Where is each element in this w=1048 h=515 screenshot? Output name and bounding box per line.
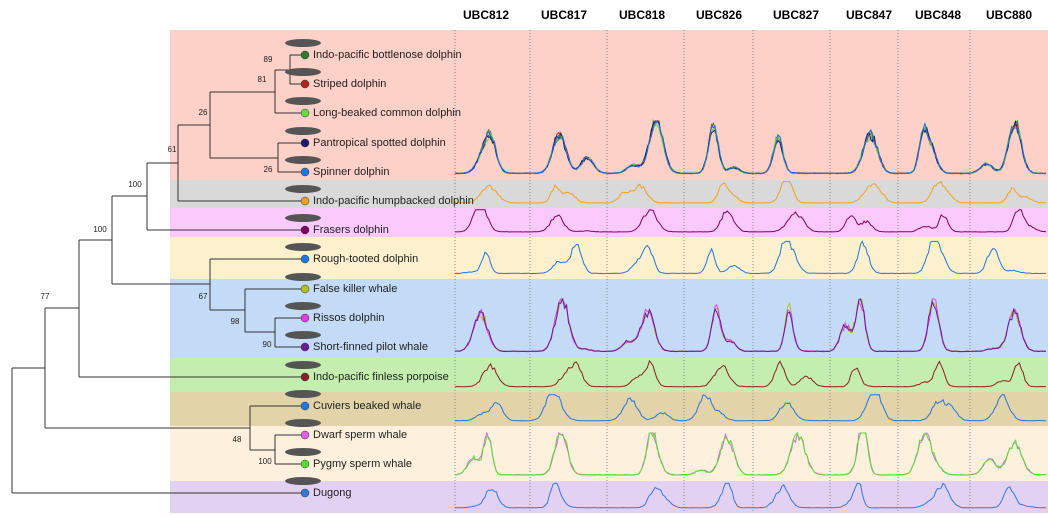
bootstrap-value: 98 <box>231 317 240 326</box>
taxon-dot <box>301 285 309 293</box>
animal-icon <box>285 448 321 456</box>
taxon-dot <box>301 489 309 497</box>
taxon-dot <box>301 373 309 381</box>
animal-icon <box>285 156 321 164</box>
taxon-dot <box>301 343 309 351</box>
taxon-dot <box>301 226 309 234</box>
taxon-label: Rissos dolphin <box>313 312 385 324</box>
bootstrap-value: 100 <box>93 225 107 234</box>
bootstrap-value: 61 <box>168 145 177 154</box>
taxon-label: Indo-pacific humpbacked dolphin <box>313 195 474 207</box>
band <box>170 180 1048 208</box>
taxon-label: Pantropical spotted dolphin <box>313 137 446 149</box>
column-header: UBC826 <box>696 8 742 22</box>
bootstrap-value: 26 <box>199 108 208 117</box>
column-header: UBC848 <box>915 8 961 22</box>
taxon-label: Frasers dolphin <box>313 224 389 236</box>
taxon-dot <box>301 80 309 88</box>
taxon-label: Short-finned pilot whale <box>313 341 428 353</box>
column-header: UBC847 <box>846 8 892 22</box>
animal-icon <box>285 419 321 427</box>
animal-icon <box>285 477 321 485</box>
column-header: UBC818 <box>619 8 665 22</box>
bootstrap-value: 81 <box>258 75 267 84</box>
taxon-label: Rough-tooted dolphin <box>313 253 418 265</box>
taxon-dot <box>301 197 309 205</box>
animal-icon <box>285 127 321 135</box>
taxon-label: Striped dolphin <box>313 78 386 90</box>
taxon-label: Spinner dolphin <box>313 166 389 178</box>
taxon-dot <box>301 255 309 263</box>
taxon-dot <box>301 168 309 176</box>
column-header: UBC812 <box>463 8 509 22</box>
bootstrap-value: 67 <box>199 292 208 301</box>
bootstrap-value: 90 <box>263 340 272 349</box>
taxon-dot <box>301 139 309 147</box>
animal-icon <box>285 331 321 339</box>
taxon-label: Indo-pacific bottlenose dolphin <box>313 49 462 61</box>
bootstrap-value: 26 <box>264 165 273 174</box>
taxon-label: Dwarf sperm whale <box>313 429 407 441</box>
figure: UBC812 UBC817 UBC818 UBC826 UBC827 UBC847 UBC8… <box>0 0 1048 515</box>
animal-icon <box>285 243 321 251</box>
animal-icon <box>285 214 321 222</box>
taxon-dot <box>301 431 309 439</box>
animal-icon <box>285 390 321 398</box>
taxon-dot <box>301 314 309 322</box>
animal-icon <box>285 361 321 369</box>
taxon-dot <box>301 109 309 117</box>
taxon-dot <box>301 51 309 59</box>
taxon-label: Long-beaked common dolphin <box>313 107 461 119</box>
animal-icon <box>285 273 321 281</box>
bootstrap-value: 89 <box>264 55 273 64</box>
animal-icon <box>285 39 321 47</box>
animal-icon <box>285 302 321 310</box>
taxon-label: Cuviers beaked whale <box>313 400 421 412</box>
taxon-dot <box>301 460 309 468</box>
animal-icon <box>285 185 321 193</box>
taxon-label: Pygmy sperm whale <box>313 458 412 470</box>
bootstrap-value: 77 <box>41 292 50 301</box>
taxon-label: Indo-pacific finless porpoise <box>313 371 449 383</box>
animal-icon <box>285 97 321 105</box>
taxon-dot <box>301 402 309 410</box>
taxon-label: Dugong <box>313 487 352 499</box>
column-header: UBC827 <box>773 8 819 22</box>
bootstrap-value: 100 <box>258 457 272 466</box>
bootstrap-value: 100 <box>128 180 142 189</box>
column-header: UBC880 <box>986 8 1032 22</box>
band <box>170 481 1048 513</box>
bootstrap-value: 48 <box>233 435 242 444</box>
column-header: UBC817 <box>541 8 587 22</box>
taxon-label: False killer whale <box>313 283 397 295</box>
animal-icon <box>285 68 321 76</box>
